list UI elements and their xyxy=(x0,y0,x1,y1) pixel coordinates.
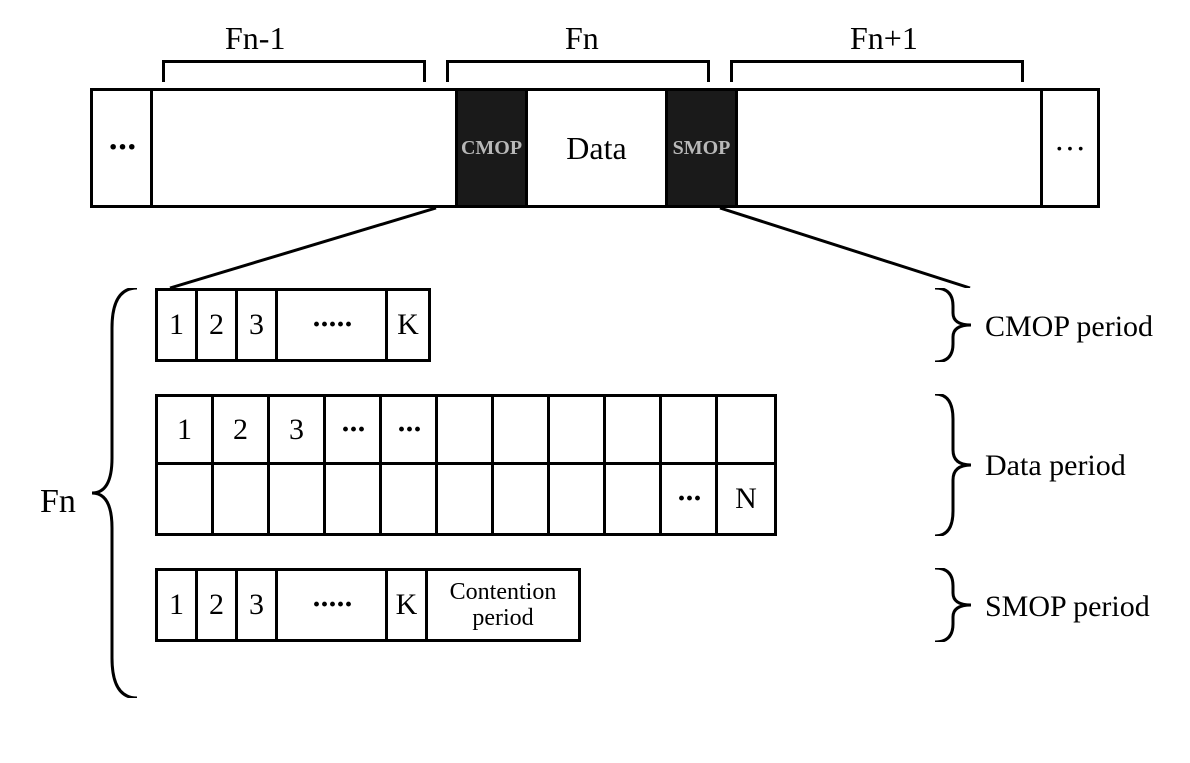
data-cell-dots: ··· xyxy=(662,465,718,533)
cmop-slot-3: 3 xyxy=(238,291,278,359)
data-period-row: 1 2 3 ··· ··· xyxy=(155,394,1150,536)
period-wrap: 1 2 3 ····· K CMOP period 1 2 3 ··· xyxy=(155,288,1150,642)
bracket-row xyxy=(90,60,1150,88)
smop-slot-2: 2 xyxy=(198,571,238,639)
smop-seg: SMOP xyxy=(665,91,735,205)
frame-prev-body xyxy=(150,91,455,205)
smop-slot-dots: ····· xyxy=(278,571,388,639)
ellipsis-right: ··· xyxy=(1040,91,1100,205)
left-brace xyxy=(92,288,147,698)
data-cell-dots: ··· xyxy=(382,397,438,465)
data-cell xyxy=(718,397,774,465)
data-cell xyxy=(606,397,662,465)
data-grid: 1 2 3 ··· ··· xyxy=(155,394,777,536)
data-cell xyxy=(550,397,606,465)
data-period-label: Data period xyxy=(985,449,1126,483)
data-cell xyxy=(214,465,270,533)
smop-right-brace xyxy=(935,568,975,642)
cmop-slots: 1 2 3 ····· K xyxy=(155,288,431,362)
data-right-brace xyxy=(935,394,975,536)
smop-slot-K: K xyxy=(388,571,428,639)
bracket-next xyxy=(730,60,1024,82)
smop-period-row: 1 2 3 ····· K Contention period SMOP per… xyxy=(155,568,1150,642)
cmop-period-row: 1 2 3 ····· K CMOP period xyxy=(155,288,1150,362)
smop-slot-3: 3 xyxy=(238,571,278,639)
data-cell xyxy=(158,465,214,533)
bracket-cur xyxy=(446,60,710,82)
data-cell: 3 xyxy=(270,397,326,465)
cmop-period-label: CMOP period xyxy=(985,310,1153,344)
expansion: Fn 1 2 3 ····· K CMOP period xyxy=(40,288,1150,642)
cmop-right-brace xyxy=(935,288,975,362)
smop-contention: Contention period xyxy=(428,571,578,639)
data-cell-dots: ··· xyxy=(326,397,382,465)
frames-bar: ··· CMOP Data SMOP ··· xyxy=(90,88,1100,208)
data-cell xyxy=(326,465,382,533)
data-cell xyxy=(550,465,606,533)
expansion-fn-label: Fn xyxy=(40,483,76,521)
data-cell: 2 xyxy=(214,397,270,465)
cmop-slot-1: 1 xyxy=(158,291,198,359)
data-cell-N: N xyxy=(718,465,774,533)
zoom-lines xyxy=(90,208,1100,288)
cmop-slot-dots: ····· xyxy=(278,291,388,359)
frame-labels-row: Fn-1 Fn Fn+1 xyxy=(90,20,1150,60)
ellipsis-left: ··· xyxy=(90,91,150,205)
cmop-slot-K: K xyxy=(388,291,428,359)
cmop-slot-2: 2 xyxy=(198,291,238,359)
frame-next-body xyxy=(735,91,1040,205)
data-cell xyxy=(270,465,326,533)
frame-label-cur: Fn xyxy=(565,20,599,57)
cmop-seg: CMOP xyxy=(455,91,525,205)
data-cell xyxy=(606,465,662,533)
frame-diagram: Fn-1 Fn Fn+1 ··· CMOP Data SMOP ··· Fn xyxy=(40,20,1150,642)
data-cell xyxy=(438,397,494,465)
smop-period-label: SMOP period xyxy=(985,590,1150,624)
bracket-prev xyxy=(162,60,426,82)
frame-label-next: Fn+1 xyxy=(850,20,918,57)
frame-label-prev: Fn-1 xyxy=(225,20,285,57)
data-cell xyxy=(662,397,718,465)
smop-slot-1: 1 xyxy=(158,571,198,639)
data-cell xyxy=(494,465,550,533)
data-cell xyxy=(382,465,438,533)
data-cell: 1 xyxy=(158,397,214,465)
data-seg: Data xyxy=(525,91,665,205)
smop-slots: 1 2 3 ····· K Contention period xyxy=(155,568,581,642)
data-cell xyxy=(494,397,550,465)
data-cell xyxy=(438,465,494,533)
